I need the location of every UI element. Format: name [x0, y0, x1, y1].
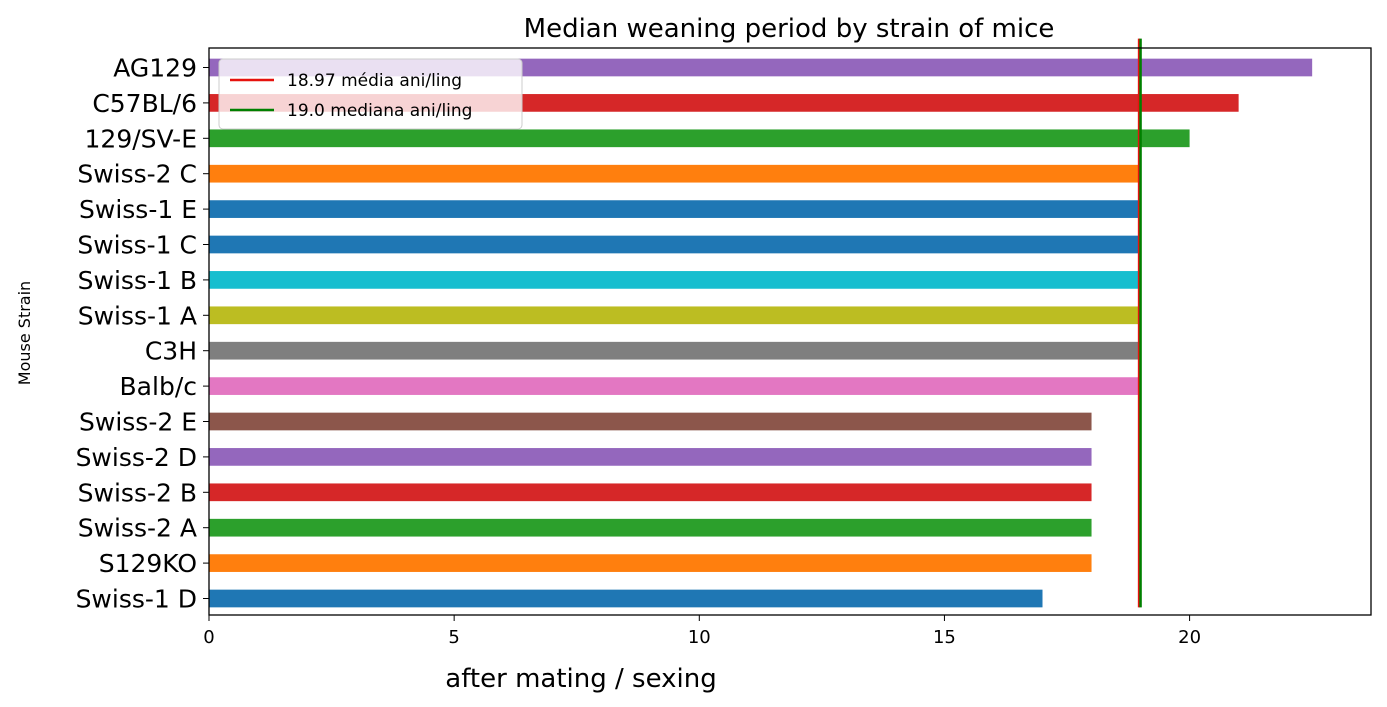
- x-tick-label: 5: [448, 627, 459, 648]
- legend-box: [218, 58, 523, 130]
- x-tick-label: 15: [933, 627, 956, 648]
- bar-swiss-2-c: [209, 164, 1141, 183]
- x-axis-label: after mating / sexing: [445, 664, 716, 694]
- y-tick-label: Swiss-1 D: [76, 585, 197, 614]
- y-tick-label: Swiss-2 C: [77, 160, 197, 189]
- bar-swiss-2-b: [209, 483, 1092, 502]
- bar-129-sv-e: [209, 129, 1190, 148]
- bar-balb-c: [209, 377, 1141, 395]
- bars-group: [209, 58, 1313, 608]
- bar-swiss-1-c: [209, 235, 1141, 254]
- bar-swiss-2-d: [209, 448, 1092, 466]
- y-axis-label: Mouse Strain: [15, 281, 34, 385]
- y-tick-label: Swiss-1 E: [79, 195, 197, 224]
- y-tick-labels: AG129 C57BL/6 129/SV-E Swiss-2 C Swiss-1 E Sw…: [76, 54, 209, 614]
- bar-swiss-1-b: [209, 271, 1141, 289]
- x-tick-label: 10: [688, 627, 711, 648]
- legend-label-mean: 18.97 média ani/ling: [287, 71, 462, 91]
- y-tick-label: Balb/c: [120, 372, 197, 401]
- bar-swiss-2-e: [209, 412, 1092, 431]
- x-tick-label: 0: [203, 627, 214, 648]
- bar-swiss-1-a: [209, 306, 1141, 325]
- legend-label-median: 19.0 mediana ani/ling: [287, 101, 472, 121]
- bar-swiss-1-e: [209, 200, 1141, 218]
- y-tick-label: Swiss-1 A: [78, 301, 197, 330]
- y-tick-label: Swiss-2 E: [79, 408, 197, 437]
- bar-s129ko: [209, 554, 1092, 572]
- bar-swiss-2-a: [209, 518, 1092, 537]
- y-tick-label: Swiss-1 C: [77, 231, 197, 260]
- x-tick-label: 20: [1178, 627, 1201, 648]
- bar-c3h: [209, 341, 1141, 360]
- y-tick-label: Swiss-1 B: [78, 266, 197, 295]
- y-tick-label: Swiss-2 A: [78, 514, 197, 543]
- y-tick-label: 129/SV-E: [85, 124, 197, 153]
- bar-swiss-1-d: [209, 589, 1043, 608]
- reference-lines-group: [1137, 38, 1142, 608]
- y-tick-label: S129KO: [99, 549, 197, 578]
- plot-frame: [208, 47, 1372, 616]
- y-tick-label: AG129: [113, 54, 197, 83]
- y-tick-label: Swiss-2 D: [76, 443, 197, 472]
- y-tick-label: C57BL/6: [92, 89, 197, 118]
- y-tick-label: C3H: [145, 337, 197, 366]
- legend: 18.97 média ani/ling 19.0 mediana ani/li…: [218, 58, 523, 130]
- chart-title: Median weaning period by strain of mice: [524, 14, 1055, 44]
- y-tick-label: Swiss-2 B: [78, 478, 197, 507]
- x-tick-labels: 0 5 10 15 20: [203, 615, 1201, 648]
